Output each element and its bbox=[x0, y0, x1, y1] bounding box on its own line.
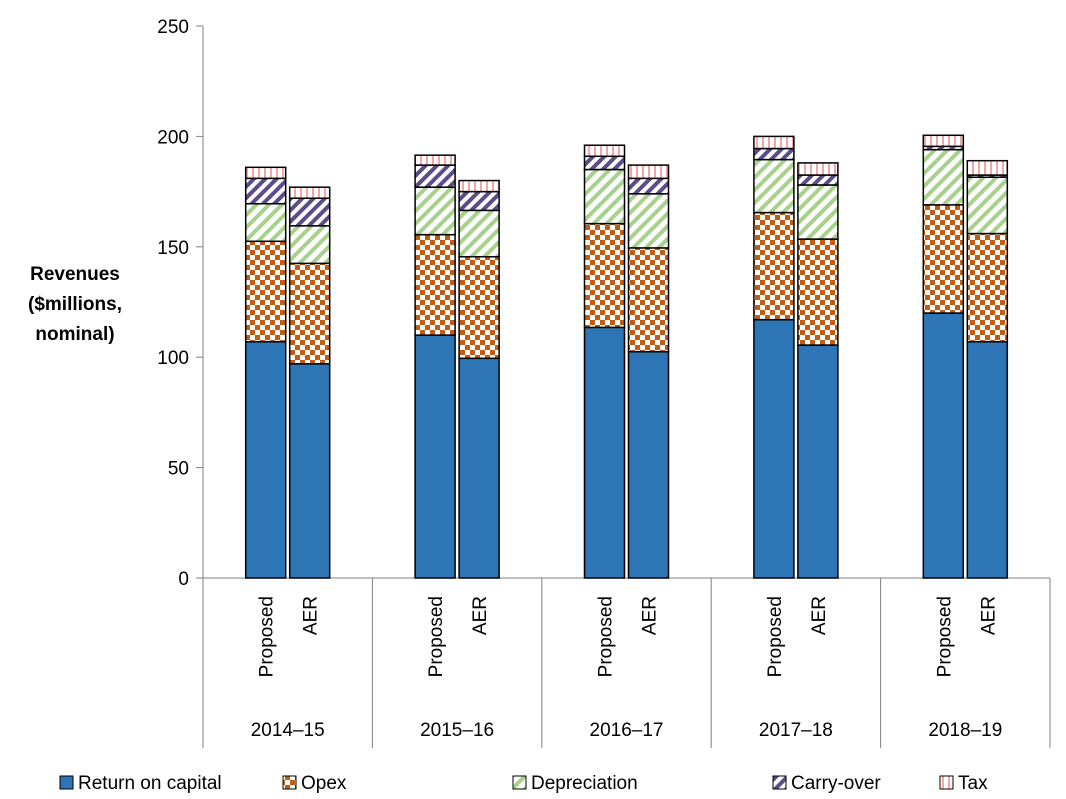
bar-segment-return-on-capital bbox=[967, 342, 1007, 578]
bar-segment-tax bbox=[415, 155, 455, 165]
subcategory-label: Proposed bbox=[426, 596, 447, 677]
bar-segment-opex bbox=[415, 235, 455, 335]
y-tick-label: 250 bbox=[157, 17, 189, 38]
legend: Return on capital Opex Depreciation Carry-o… bbox=[60, 773, 988, 794]
y-axis-title-line: nominal) bbox=[35, 324, 114, 345]
bars bbox=[246, 135, 1008, 578]
legend-label: Opex bbox=[301, 773, 347, 794]
y-tick-label: 150 bbox=[157, 238, 189, 259]
bar-segment-depreciation bbox=[290, 226, 330, 264]
subcategory-label: Proposed bbox=[257, 596, 278, 677]
legend-label: Return on capital bbox=[78, 773, 222, 794]
bar-segment-opex bbox=[967, 234, 1007, 342]
legend-label: Carry-over bbox=[791, 773, 881, 794]
group-label: 2014–15 bbox=[251, 720, 325, 741]
bar-segment-tax bbox=[967, 161, 1007, 175]
bar-segment-depreciation bbox=[923, 150, 963, 205]
bar-segment-depreciation bbox=[415, 187, 455, 234]
bar-segment-carry-over bbox=[290, 198, 330, 226]
y-axis-title-line: ($millions, bbox=[28, 294, 122, 315]
legend-swatch bbox=[283, 776, 296, 789]
bar-segment-depreciation bbox=[585, 170, 625, 224]
bar-segment-return-on-capital bbox=[629, 352, 669, 578]
subcategory-label: Proposed bbox=[765, 596, 786, 677]
bar-segment-tax bbox=[798, 163, 838, 175]
bar-segment-tax bbox=[246, 167, 286, 178]
subcategory-label: Proposed bbox=[596, 596, 617, 677]
bar-segment-return-on-capital bbox=[923, 313, 963, 578]
subcategory-label: AER bbox=[470, 596, 491, 635]
bar-segment-opex bbox=[459, 257, 499, 359]
bar-segment-return-on-capital bbox=[459, 358, 499, 578]
bar-segment-depreciation bbox=[967, 177, 1007, 233]
subcategory-label: Proposed bbox=[934, 596, 955, 677]
bar-segment-depreciation bbox=[246, 204, 286, 242]
bar-segment-tax bbox=[290, 187, 330, 198]
bar-segment-return-on-capital bbox=[246, 342, 286, 578]
bar-segment-carry-over bbox=[798, 175, 838, 185]
bar-segment-tax bbox=[585, 145, 625, 156]
legend-label: Tax bbox=[958, 773, 988, 794]
bar-segment-opex bbox=[754, 213, 794, 320]
bar-segment-return-on-capital bbox=[585, 327, 625, 578]
bar-segment-carry-over bbox=[459, 192, 499, 211]
legend-label: Depreciation bbox=[531, 773, 638, 794]
y-tick-label: 200 bbox=[157, 127, 189, 148]
bar-segment-carry-over bbox=[415, 165, 455, 187]
subcategory-label: AER bbox=[809, 596, 830, 635]
y-tick-label: 100 bbox=[157, 348, 189, 369]
bar-segment-tax bbox=[459, 181, 499, 192]
y-tick-label: 0 bbox=[178, 569, 189, 590]
bar-segment-opex bbox=[629, 248, 669, 352]
bar-segment-opex bbox=[923, 205, 963, 313]
bar-segment-return-on-capital bbox=[798, 345, 838, 578]
y-tick-label: 50 bbox=[168, 459, 189, 480]
bar-segment-opex bbox=[290, 263, 330, 363]
bar-segment-return-on-capital bbox=[415, 335, 455, 578]
bar-segment-return-on-capital bbox=[754, 320, 794, 578]
subcategory-label: AER bbox=[978, 596, 999, 635]
bar-segment-carry-over bbox=[585, 156, 625, 169]
bar-segment-depreciation bbox=[798, 185, 838, 239]
bar-segment-opex bbox=[246, 241, 286, 341]
subcategory-label: AER bbox=[640, 596, 661, 635]
bar-segment-opex bbox=[798, 239, 838, 345]
y-axis-title-line: Revenues bbox=[30, 264, 120, 285]
legend-swatch bbox=[940, 776, 953, 789]
group-label: 2016–17 bbox=[590, 720, 664, 741]
bar-segment-depreciation bbox=[754, 160, 794, 213]
bar-segment-depreciation bbox=[629, 194, 669, 248]
bar-segment-return-on-capital bbox=[290, 364, 330, 578]
bar-segment-tax bbox=[923, 135, 963, 146]
bar-segment-carry-over bbox=[629, 178, 669, 193]
axis-labels: 0 50 100 150 200 250 Proposed AER 2014–15 Propose… bbox=[28, 17, 1002, 741]
group-label: 2018–19 bbox=[928, 720, 1002, 741]
bar-segment-tax bbox=[754, 136, 794, 148]
bar-segment-carry-over bbox=[246, 178, 286, 203]
bar-segment-opex bbox=[585, 224, 625, 328]
legend-swatch bbox=[513, 776, 526, 789]
group-label: 2017–18 bbox=[759, 720, 833, 741]
subcategory-label: AER bbox=[301, 596, 322, 635]
bar-segment-tax bbox=[629, 165, 669, 178]
group-label: 2015–16 bbox=[420, 720, 494, 741]
bar-segment-depreciation bbox=[459, 210, 499, 256]
legend-swatch bbox=[773, 776, 786, 789]
bar-segment-carry-over bbox=[754, 149, 794, 160]
legend-swatch bbox=[60, 776, 73, 789]
